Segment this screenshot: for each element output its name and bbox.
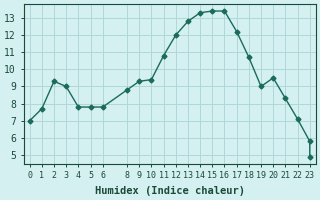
X-axis label: Humidex (Indice chaleur): Humidex (Indice chaleur)	[95, 186, 245, 196]
